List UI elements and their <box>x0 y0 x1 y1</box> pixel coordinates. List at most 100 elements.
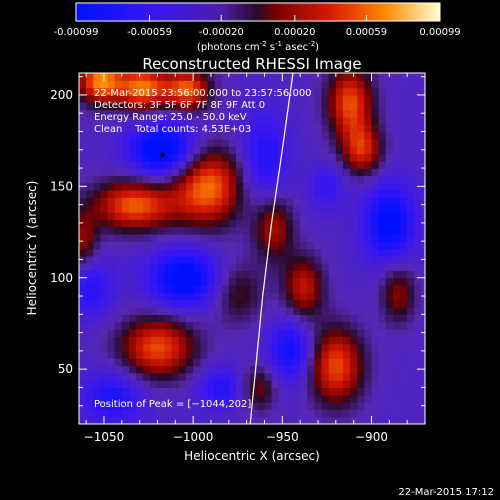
heatmap-cell <box>214 277 223 286</box>
heatmap-cell <box>264 358 273 367</box>
heatmap-cell <box>207 299 216 308</box>
heatmap-cell <box>164 168 173 176</box>
heatmap-cell <box>278 116 287 125</box>
heatmap-cell <box>235 328 244 337</box>
heatmap-cell <box>421 94 425 103</box>
heatmap-cell <box>293 336 301 345</box>
heatmap-cell <box>143 394 151 403</box>
heatmap-cell <box>392 204 401 213</box>
heatmap-cell <box>79 204 87 213</box>
heatmap-cell <box>186 277 194 286</box>
heatmap-cell <box>285 226 294 235</box>
heatmap-cell <box>364 350 373 359</box>
heatmap-cell <box>328 182 337 191</box>
heatmap-cell <box>193 73 201 81</box>
heatmap-cell <box>121 277 130 286</box>
heatmap-cell <box>414 94 423 103</box>
heatmap-cell <box>364 263 373 272</box>
heatmap-cell <box>385 175 394 184</box>
heatmap-cell <box>93 153 101 162</box>
heatmap-cell <box>407 87 415 96</box>
heatmap-cell <box>121 160 130 169</box>
heatmap-cell <box>371 307 380 315</box>
heatmap-cell <box>79 102 87 111</box>
heatmap-cell <box>100 80 109 89</box>
heatmap-cell <box>421 387 425 396</box>
heatmap-cell <box>278 307 287 315</box>
heatmap-cell <box>364 109 373 118</box>
heatmap-cell <box>378 299 387 308</box>
heatmap-cell <box>235 248 244 257</box>
heatmap-cell <box>178 350 187 359</box>
heatmap-cell <box>121 365 130 374</box>
heatmap-cell <box>392 241 401 250</box>
heatmap-cell <box>407 328 415 337</box>
heatmap-cell <box>228 226 237 235</box>
heatmap-cell <box>86 190 94 198</box>
heatmap-cell <box>400 175 408 184</box>
heatmap-cell <box>342 233 351 242</box>
heatmap-cell <box>257 321 266 330</box>
heatmap-cell <box>421 307 425 315</box>
heatmap-cell <box>321 87 330 96</box>
heatmap-cell <box>207 402 216 410</box>
heatmap-cell <box>114 94 123 103</box>
heatmap-cell <box>293 146 301 155</box>
heatmap-cell <box>314 190 323 198</box>
heatmap-cell <box>342 314 351 323</box>
heatmap-cell <box>392 255 401 264</box>
heatmap-cell <box>193 153 201 162</box>
heatmap-cell <box>364 102 373 111</box>
heatmap-cell <box>357 365 365 374</box>
heatmap-cell <box>371 109 380 118</box>
heatmap-cell <box>157 219 166 228</box>
heatmap-cell <box>107 160 116 169</box>
heatmap-cell <box>136 109 144 118</box>
heatmap-cell <box>107 138 116 147</box>
heatmap-cell <box>143 153 151 162</box>
heatmap-cell <box>143 350 151 359</box>
heatmap-cell <box>285 175 294 184</box>
heatmap-cell <box>143 138 151 147</box>
heatmap-cell <box>86 80 94 89</box>
heatmap-cell <box>293 321 301 330</box>
heatmap-cell <box>100 160 109 169</box>
heatmap-cell <box>164 73 173 81</box>
heatmap-cell <box>150 73 159 81</box>
heatmap-cell <box>143 233 151 242</box>
heatmap-cell <box>93 402 101 410</box>
heatmap-cell <box>171 365 180 374</box>
heatmap-cell <box>407 197 415 206</box>
heatmap-cell <box>79 124 87 133</box>
heatmap-cell <box>307 211 316 220</box>
heatmap-cell <box>86 416 94 424</box>
heatmap-cell <box>314 241 323 250</box>
heatmap-cell <box>200 197 209 206</box>
heatmap-cell <box>214 321 223 330</box>
heatmap-cell <box>128 248 137 257</box>
heatmap-cell <box>300 204 308 213</box>
heatmap-cell <box>164 190 173 198</box>
heatmap-cell <box>307 270 316 279</box>
heatmap-cell <box>171 255 180 264</box>
heatmap-cell <box>186 314 194 323</box>
heatmap-cell <box>257 314 266 323</box>
heatmap-cell <box>228 219 237 228</box>
heatmap-cell <box>93 175 101 184</box>
heatmap-cell <box>371 299 380 308</box>
heatmap-cell <box>307 416 316 424</box>
heatmap-cell <box>128 190 137 198</box>
heatmap-cell <box>350 146 358 155</box>
heatmap-cell <box>128 402 137 410</box>
heatmap-cell <box>107 131 116 140</box>
heatmap-cell <box>271 263 280 272</box>
heatmap-cell <box>421 160 425 169</box>
heatmap-cell <box>385 277 394 286</box>
heatmap-cell <box>364 248 373 257</box>
heatmap-cell <box>400 343 408 352</box>
heatmap-cell <box>364 87 373 96</box>
heatmap-cell <box>171 328 180 337</box>
heatmap-cell <box>285 146 294 155</box>
heatmap-cell <box>342 94 351 103</box>
heatmap-cell <box>293 109 301 118</box>
